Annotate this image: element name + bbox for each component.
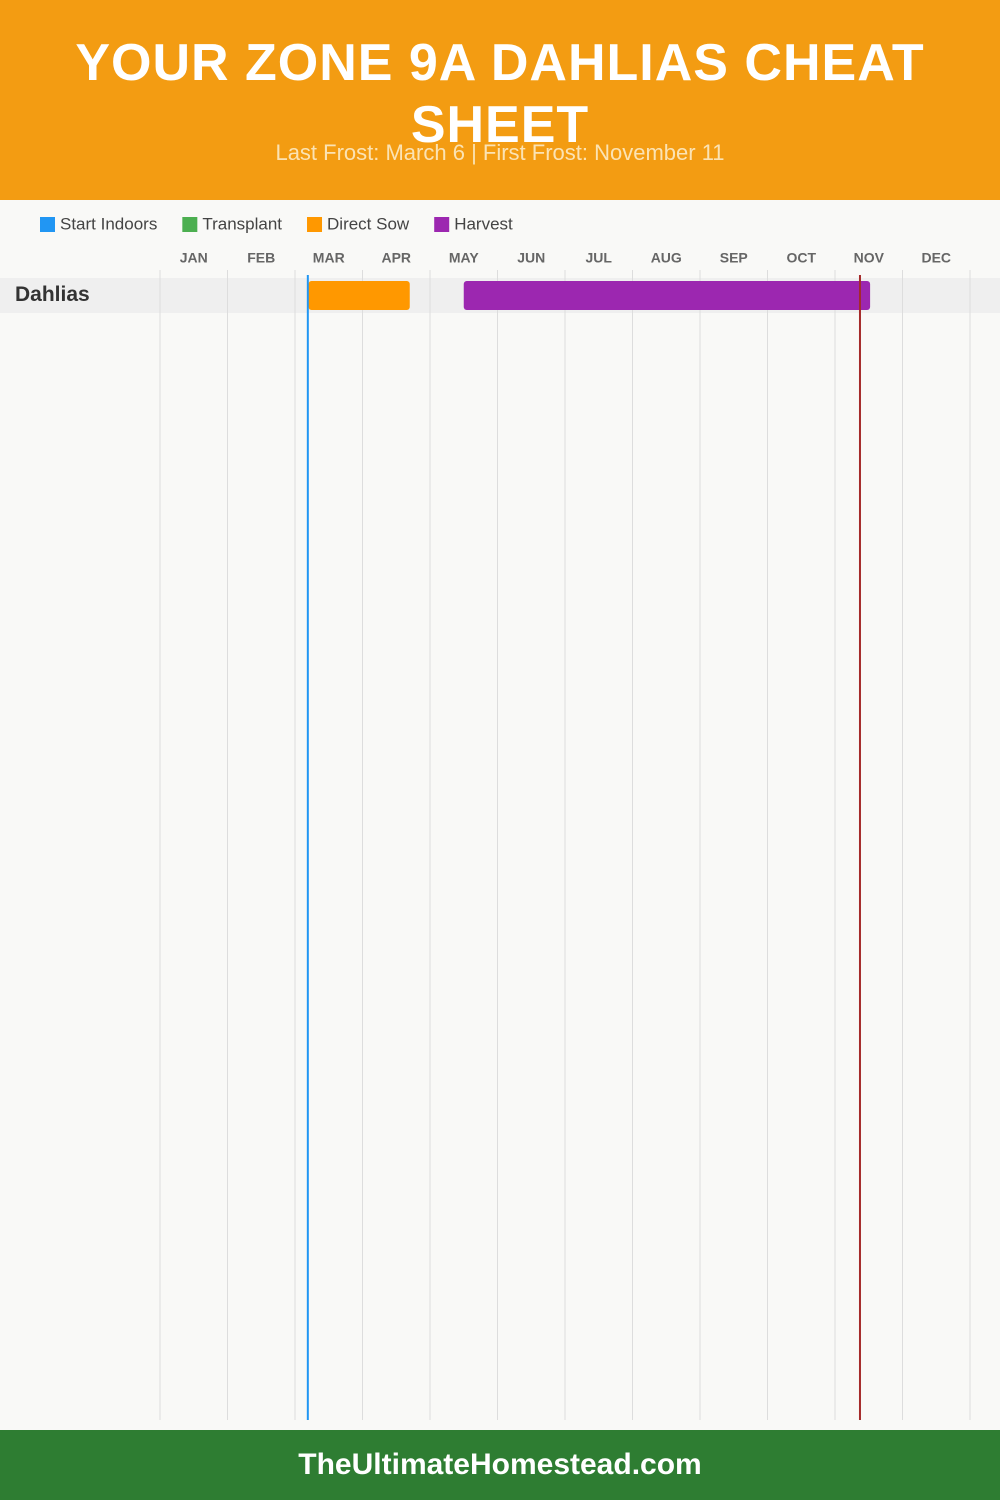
- month-label: MAR: [313, 250, 345, 266]
- month-label: SEP: [720, 250, 748, 266]
- header: YOUR ZONE 9A DAHLIAS CHEAT SHEET Last Fr…: [0, 0, 1000, 200]
- legend-swatch: [434, 217, 450, 232]
- legend-swatch: [307, 217, 323, 232]
- month-label: AUG: [651, 250, 682, 266]
- legend-label: Direct Sow: [327, 214, 410, 233]
- footer: TheUltimateHomestead.com: [0, 1430, 1000, 1500]
- month-label: DEC: [921, 250, 951, 266]
- subtitle: Last Frost: March 6 | First Frost: Novem…: [275, 140, 725, 165]
- footer-text: TheUltimateHomestead.com: [298, 1448, 702, 1481]
- legend-label: Transplant: [202, 214, 282, 233]
- title: YOUR ZONE 9A DAHLIAS CHEAT SHEET: [75, 34, 925, 154]
- bar: [308, 281, 410, 310]
- chart: Start Indoors Transplant Direct Sow Harvest…: [0, 214, 1000, 1420]
- month-label: JUL: [586, 250, 613, 266]
- month-label: NOV: [854, 250, 885, 266]
- row-label: Dahlias: [15, 283, 90, 306]
- month-label: MAY: [449, 250, 479, 266]
- month-label: FEB: [247, 250, 275, 266]
- month-label: JUN: [517, 250, 545, 266]
- legend-swatch: [182, 217, 198, 232]
- month-label: APR: [381, 250, 411, 266]
- legend-label: Start Indoors: [60, 214, 157, 233]
- legend-label: Harvest: [454, 214, 513, 233]
- month-label: JAN: [180, 250, 208, 266]
- bar: [463, 281, 871, 310]
- legend-swatch: [40, 217, 55, 232]
- month-label: OCT: [786, 250, 816, 266]
